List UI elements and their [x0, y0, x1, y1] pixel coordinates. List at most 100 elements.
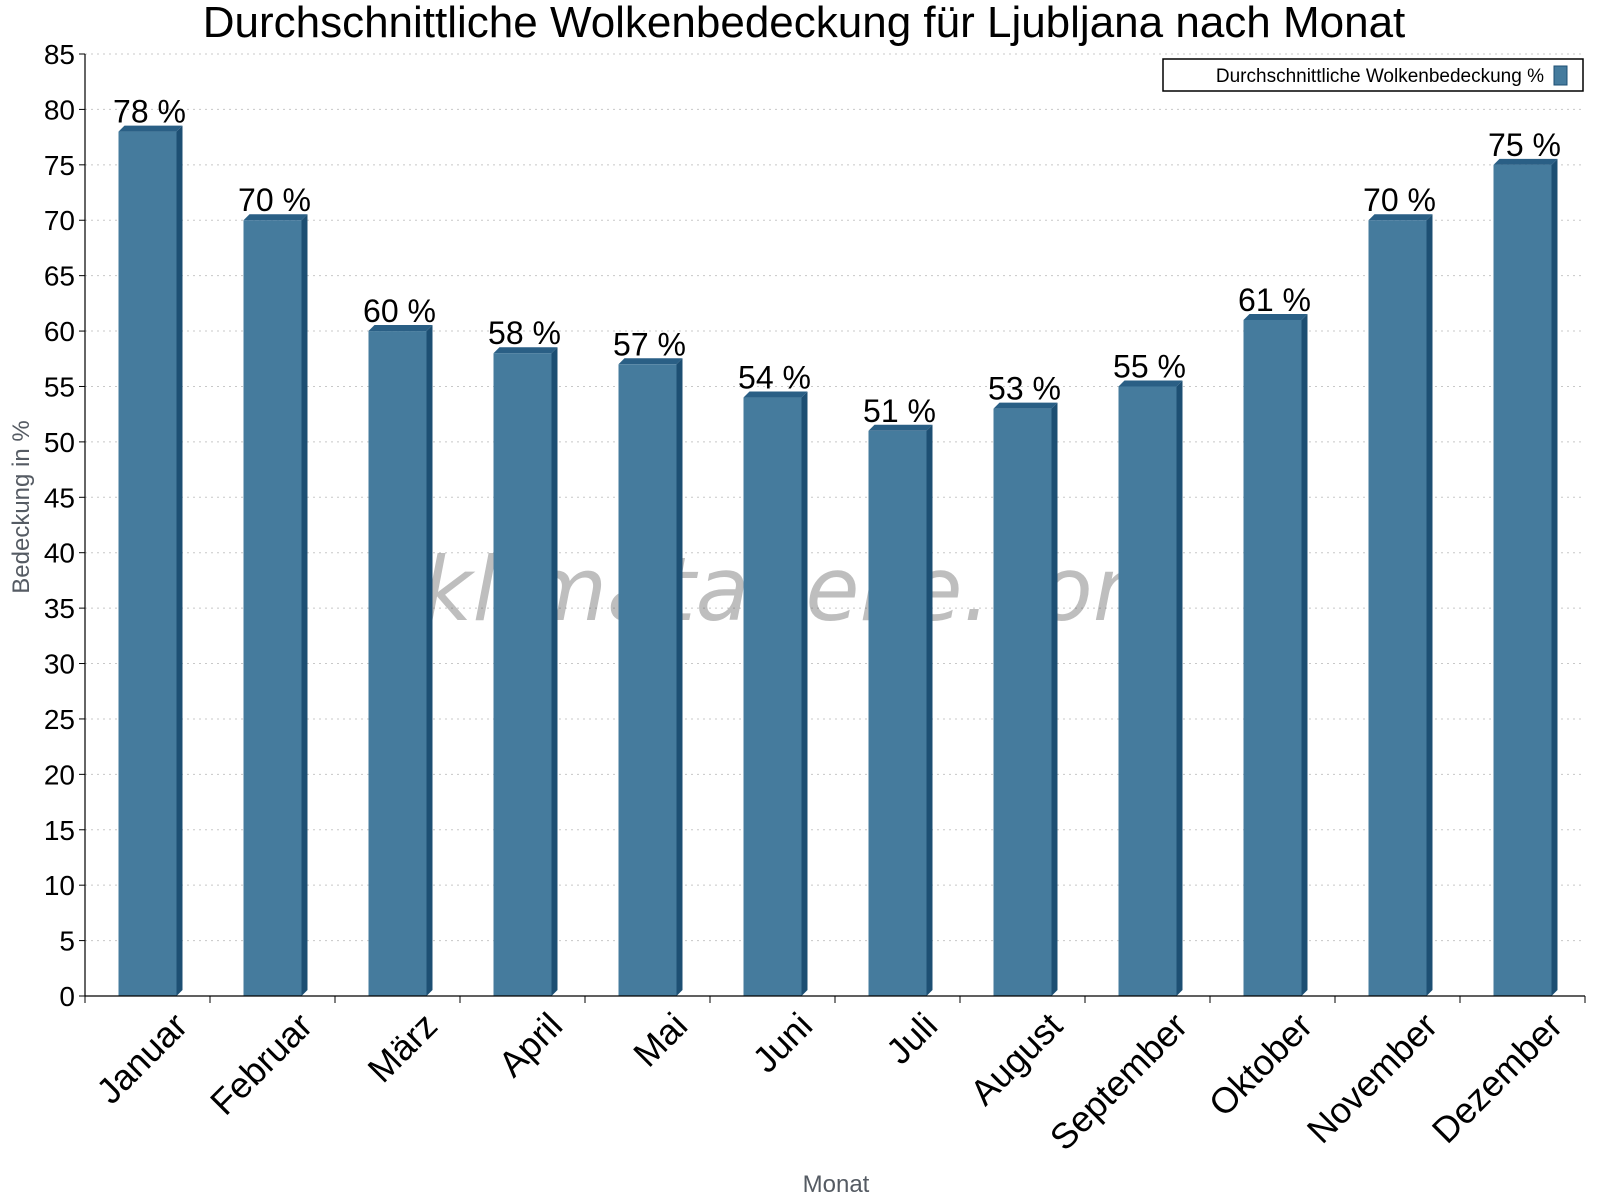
data-label: 78 %: [113, 94, 186, 130]
legend: Durchschnittliche Wolkenbedeckung %: [1162, 58, 1584, 92]
bar-top: [993, 402, 1058, 409]
y-tick-label: 55: [44, 371, 75, 402]
bars-layer: [118, 125, 1558, 997]
data-label: 51 %: [863, 393, 936, 429]
bar: [368, 325, 433, 996]
data-label: 61 %: [1238, 282, 1311, 318]
x-tick-label: Januar: [88, 1005, 195, 1112]
y-tick-label: 25: [44, 704, 75, 735]
x-tick-label: Mai: [625, 1005, 695, 1075]
bar-side: [301, 214, 308, 996]
bar-side: [801, 391, 808, 996]
x-tick-label: März: [360, 1005, 446, 1091]
bar-top: [1243, 313, 1308, 320]
y-tick-label: 80: [44, 94, 75, 125]
bar-face: [493, 353, 552, 997]
data-label: 53 %: [988, 371, 1061, 407]
axes-layer: [79, 53, 1586, 1003]
bar-top: [243, 214, 308, 221]
bar-face: [118, 131, 177, 996]
bar: [243, 214, 308, 996]
bar-face: [1368, 220, 1427, 996]
bar-side: [926, 424, 933, 996]
bar-top: [743, 391, 808, 398]
x-axis-label: Monat: [803, 1171, 870, 1198]
bar-side: [1176, 380, 1183, 996]
bar: [868, 424, 933, 996]
data-label: 70 %: [1363, 182, 1436, 218]
x-tick-label: Juli: [878, 1005, 945, 1072]
x-tick-label: August: [962, 1005, 1070, 1113]
x-tick-label: Oktober: [1201, 1005, 1321, 1125]
data-label: 75 %: [1488, 127, 1561, 163]
bar-face: [868, 430, 927, 996]
y-tick-label: 70: [44, 205, 75, 236]
data-label: 60 %: [363, 293, 436, 329]
y-tick-label: 5: [59, 926, 75, 957]
bar-top: [618, 358, 683, 365]
legend-box: [1162, 58, 1584, 92]
chart-title: Durchschnittliche Wolkenbedeckung für Lj…: [203, 0, 1406, 47]
bar: [1368, 214, 1433, 996]
bar-face: [1493, 164, 1552, 996]
bar-face: [618, 364, 677, 996]
bar: [993, 402, 1058, 997]
bar-face: [368, 331, 427, 996]
y-axis-label: Bedeckung in %: [8, 420, 35, 593]
bar-face: [1118, 386, 1177, 996]
bar-side: [1426, 214, 1433, 996]
bar-side: [176, 125, 183, 996]
bar-side: [426, 325, 433, 996]
x-tick-label: Dezember: [1424, 1005, 1570, 1151]
y-tick-label: 65: [44, 261, 75, 292]
y-tick-label: 0: [59, 981, 75, 1012]
data-label: 55 %: [1113, 348, 1186, 384]
y-tick-label: 50: [44, 427, 75, 458]
bar: [743, 391, 808, 996]
bar-top: [1368, 214, 1433, 221]
bar-side: [1301, 313, 1308, 997]
y-tick-label: 15: [44, 815, 75, 846]
y-tick-label: 75: [44, 150, 75, 181]
bar-top: [1118, 380, 1183, 387]
bar: [493, 347, 558, 997]
bar-side: [1051, 402, 1058, 997]
x-tick-label: September: [1042, 1005, 1196, 1159]
y-tick-label: 30: [44, 649, 75, 680]
data-label: 57 %: [613, 326, 686, 362]
bar-top: [1493, 158, 1558, 165]
y-tick-label: 20: [44, 759, 75, 790]
bar-top: [368, 325, 433, 332]
legend-entry-label: Durchschnittliche Wolkenbedeckung %: [1216, 66, 1544, 87]
bar-face: [993, 408, 1052, 997]
bar: [118, 125, 183, 996]
y-tick-label: 85: [44, 39, 75, 70]
grid-layer: [85, 53, 1585, 942]
bar-top: [868, 424, 933, 431]
bar-face: [743, 397, 802, 996]
bar: [1118, 380, 1183, 996]
y-tick-label: 45: [44, 482, 75, 513]
y-tick-label: 60: [44, 316, 75, 347]
x-tick-label: Februar: [202, 1005, 320, 1123]
data-label: 54 %: [738, 360, 811, 396]
bar-side: [676, 358, 683, 996]
x-tick-label: November: [1299, 1005, 1445, 1151]
bar-side: [1551, 158, 1558, 996]
bar-side: [551, 347, 558, 997]
bar: [1493, 158, 1558, 996]
data-label: 70 %: [238, 182, 311, 218]
x-tick-label: Juni: [744, 1005, 820, 1081]
bar-face: [1243, 319, 1302, 997]
legend-swatch: [1553, 65, 1568, 86]
y-tick-label: 40: [44, 538, 75, 569]
y-tick-label: 35: [44, 593, 75, 624]
bar-face: [243, 220, 302, 996]
data-label: 58 %: [488, 315, 561, 351]
bar: [618, 358, 683, 996]
bar-top: [493, 347, 558, 354]
bar-top: [118, 125, 183, 132]
x-tick-label: April: [490, 1005, 570, 1085]
